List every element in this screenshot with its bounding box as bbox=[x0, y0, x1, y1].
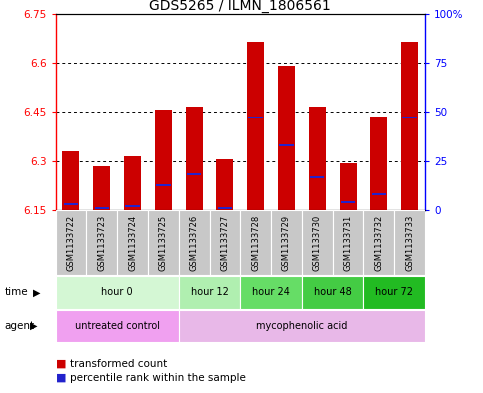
Bar bbox=[309, 107, 326, 210]
Text: percentile rank within the sample: percentile rank within the sample bbox=[70, 373, 246, 383]
Text: agent: agent bbox=[5, 321, 35, 331]
FancyBboxPatch shape bbox=[240, 276, 302, 309]
FancyBboxPatch shape bbox=[86, 210, 117, 275]
Bar bbox=[370, 117, 387, 210]
Text: untreated control: untreated control bbox=[75, 321, 159, 331]
Text: ▶: ▶ bbox=[33, 287, 41, 298]
FancyBboxPatch shape bbox=[56, 310, 179, 342]
Text: hour 24: hour 24 bbox=[252, 287, 290, 298]
FancyBboxPatch shape bbox=[179, 210, 210, 275]
Bar bbox=[93, 166, 110, 210]
Text: GSM1133727: GSM1133727 bbox=[220, 215, 229, 271]
Text: hour 48: hour 48 bbox=[314, 287, 352, 298]
FancyBboxPatch shape bbox=[56, 276, 179, 309]
Bar bbox=[247, 42, 264, 210]
Bar bbox=[62, 151, 79, 210]
Bar bbox=[155, 110, 172, 210]
FancyBboxPatch shape bbox=[364, 210, 394, 275]
Bar bbox=[187, 173, 201, 175]
Text: GSM1133733: GSM1133733 bbox=[405, 215, 414, 271]
FancyBboxPatch shape bbox=[240, 210, 271, 275]
FancyBboxPatch shape bbox=[364, 276, 425, 309]
Text: ■: ■ bbox=[56, 358, 66, 369]
Text: GSM1133728: GSM1133728 bbox=[251, 215, 260, 271]
Text: GSM1133722: GSM1133722 bbox=[67, 215, 75, 271]
Text: GSM1133724: GSM1133724 bbox=[128, 215, 137, 271]
Bar bbox=[340, 163, 356, 210]
FancyBboxPatch shape bbox=[179, 310, 425, 342]
Text: GSM1133723: GSM1133723 bbox=[97, 215, 106, 271]
Bar bbox=[278, 66, 295, 210]
Text: GSM1133732: GSM1133732 bbox=[374, 215, 384, 271]
Bar bbox=[64, 204, 78, 206]
Text: mycophenolic acid: mycophenolic acid bbox=[256, 321, 348, 331]
Text: GSM1133729: GSM1133729 bbox=[282, 215, 291, 271]
Bar bbox=[124, 156, 141, 210]
FancyBboxPatch shape bbox=[271, 210, 302, 275]
FancyBboxPatch shape bbox=[210, 210, 240, 275]
FancyBboxPatch shape bbox=[333, 210, 364, 275]
Bar bbox=[402, 116, 417, 118]
FancyBboxPatch shape bbox=[117, 210, 148, 275]
Text: GSM1133730: GSM1133730 bbox=[313, 215, 322, 271]
Bar bbox=[185, 107, 202, 210]
Bar bbox=[156, 184, 170, 186]
Text: hour 0: hour 0 bbox=[101, 287, 133, 298]
FancyBboxPatch shape bbox=[148, 210, 179, 275]
Text: GSM1133725: GSM1133725 bbox=[159, 215, 168, 271]
Bar bbox=[401, 42, 418, 210]
FancyBboxPatch shape bbox=[302, 210, 333, 275]
FancyBboxPatch shape bbox=[56, 210, 86, 275]
Bar bbox=[371, 193, 386, 195]
Text: transformed count: transformed count bbox=[70, 358, 167, 369]
Bar bbox=[216, 160, 233, 210]
Bar bbox=[310, 176, 325, 178]
Text: ▶: ▶ bbox=[30, 321, 38, 331]
Text: GSM1133726: GSM1133726 bbox=[190, 215, 199, 271]
Text: ■: ■ bbox=[56, 373, 66, 383]
Bar bbox=[341, 201, 355, 203]
FancyBboxPatch shape bbox=[179, 276, 240, 309]
Text: GSM1133731: GSM1133731 bbox=[343, 215, 353, 271]
FancyBboxPatch shape bbox=[302, 276, 364, 309]
Text: hour 72: hour 72 bbox=[375, 287, 413, 298]
Text: time: time bbox=[5, 287, 28, 298]
Bar bbox=[125, 206, 140, 208]
FancyBboxPatch shape bbox=[394, 210, 425, 275]
Text: hour 12: hour 12 bbox=[191, 287, 228, 298]
Bar bbox=[95, 207, 109, 209]
Bar bbox=[248, 116, 263, 118]
Bar bbox=[279, 145, 294, 147]
Title: GDS5265 / ILMN_1806561: GDS5265 / ILMN_1806561 bbox=[149, 0, 331, 13]
Bar bbox=[218, 207, 232, 209]
